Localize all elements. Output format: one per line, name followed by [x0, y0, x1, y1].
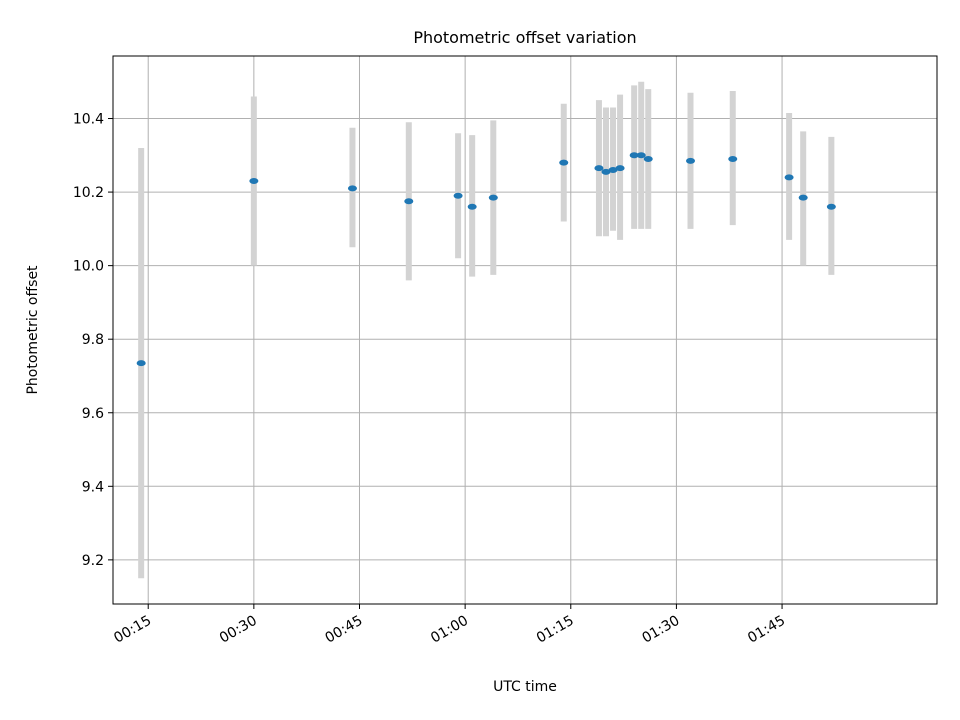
y-axis-label: Photometric offset	[25, 265, 41, 395]
x-tick-label: 01:15	[534, 613, 577, 647]
data-point	[826, 203, 836, 210]
grid	[113, 56, 937, 604]
x-axis-label: UTC time	[493, 679, 557, 695]
x-tick-label: 01:00	[428, 613, 471, 647]
data-point	[615, 165, 625, 172]
data-point	[629, 152, 639, 159]
y-tick-label: 10.4	[73, 112, 104, 128]
x-tick-label: 01:45	[745, 613, 788, 647]
y-tick-label: 9.8	[82, 332, 104, 348]
data-point	[798, 194, 808, 201]
data-point	[594, 165, 604, 172]
data-point	[559, 159, 569, 166]
data-point	[488, 194, 498, 201]
x-tick-label: 00:30	[217, 613, 260, 647]
data-point	[784, 174, 794, 181]
data-point	[686, 157, 696, 164]
data-point	[136, 360, 146, 367]
data-point	[728, 155, 738, 162]
y-tick-label: 9.4	[82, 479, 104, 495]
y-axis-ticks: 9.2 9.4 9.6 9.8 10.0 10.2 10.4	[73, 112, 113, 569]
data-point	[404, 198, 414, 205]
data-point	[467, 203, 477, 210]
data-point	[643, 155, 653, 162]
data-point	[601, 168, 611, 175]
y-tick-label: 10.2	[73, 185, 104, 201]
data-point	[249, 178, 259, 185]
plot-area-frame	[112, 55, 938, 605]
x-tick-label: 00:45	[323, 613, 366, 647]
data-point	[347, 185, 357, 192]
data-points	[136, 152, 836, 367]
chart-title: Photometric offset variation	[413, 28, 636, 47]
data-point	[636, 152, 646, 159]
y-tick-label: 10.0	[73, 259, 104, 275]
x-tick-label: 01:30	[639, 613, 682, 647]
data-point	[608, 167, 618, 174]
x-axis-ticks: 00:15 00:30 00:45 01:00 01:15 01:30 01:45	[111, 604, 788, 647]
y-tick-label: 9.6	[82, 406, 104, 422]
y-tick-label: 9.2	[82, 553, 104, 569]
data-point	[453, 192, 463, 199]
x-tick-label: 00:15	[111, 613, 154, 647]
error-bars	[138, 81, 835, 579]
